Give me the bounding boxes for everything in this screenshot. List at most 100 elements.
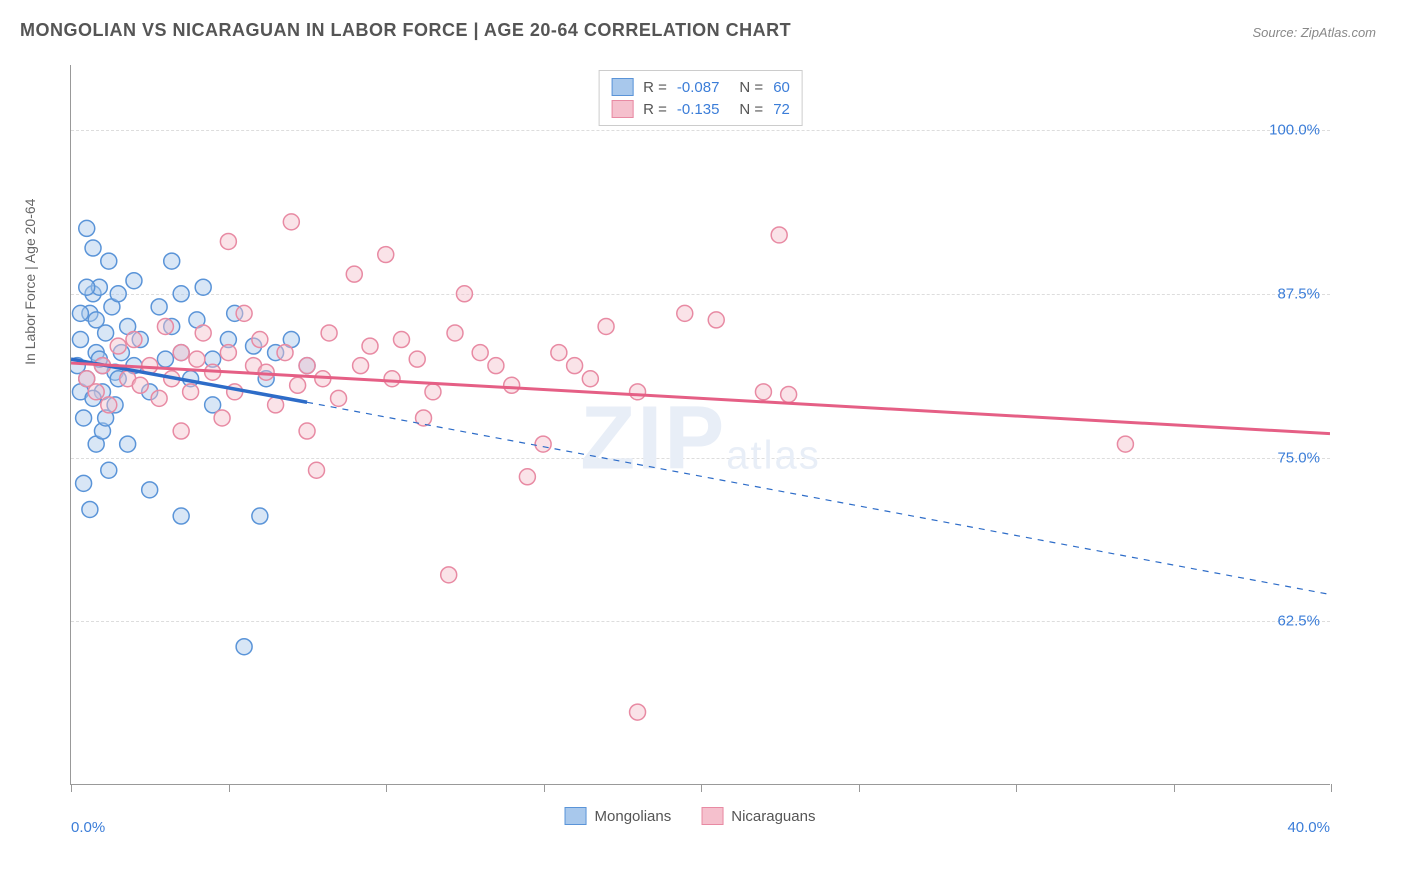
scatter-point bbox=[120, 436, 136, 452]
x-tick-label-min: 0.0% bbox=[71, 819, 105, 836]
scatter-point bbox=[630, 704, 646, 720]
scatter-point bbox=[1117, 436, 1133, 452]
scatter-point bbox=[214, 410, 230, 426]
scatter-point bbox=[535, 436, 551, 452]
scatter-point bbox=[110, 286, 126, 302]
scatter-point bbox=[157, 351, 173, 367]
scatter-point bbox=[85, 240, 101, 256]
legend-r-label: R = bbox=[643, 101, 667, 118]
scatter-point bbox=[195, 325, 211, 341]
x-tick bbox=[386, 784, 387, 792]
legend-bottom-label-nicaraguans: Nicaraguans bbox=[731, 808, 815, 825]
scatter-point bbox=[309, 462, 325, 478]
legend-n-value-nicaraguans: 72 bbox=[773, 101, 790, 118]
legend-r-value-nicaraguans: -0.135 bbox=[677, 101, 720, 118]
scatter-point bbox=[781, 386, 797, 402]
y-axis-title: In Labor Force | Age 20-64 bbox=[22, 199, 38, 365]
scatter-point bbox=[189, 351, 205, 367]
scatter-point bbox=[441, 567, 457, 583]
scatter-point bbox=[151, 390, 167, 406]
scatter-point bbox=[598, 318, 614, 334]
legend-row-mongolians: R = -0.087 N = 60 bbox=[611, 76, 790, 98]
scatter-point bbox=[472, 345, 488, 361]
scatter-point bbox=[72, 305, 88, 321]
scatter-point bbox=[488, 358, 504, 374]
scatter-point bbox=[110, 338, 126, 354]
scatter-point bbox=[331, 390, 347, 406]
trend-line-nicaraguans bbox=[71, 363, 1330, 434]
scatter-point bbox=[173, 345, 189, 361]
legend-bottom-nicaraguans: Nicaraguans bbox=[701, 807, 815, 825]
legend-bottom-swatch-mongolians bbox=[565, 807, 587, 825]
legend-n-label: N = bbox=[739, 101, 763, 118]
scatter-point bbox=[132, 377, 148, 393]
scatter-point bbox=[409, 351, 425, 367]
trend-line-mongolians-dashed bbox=[307, 402, 1330, 594]
scatter-point bbox=[101, 253, 117, 269]
legend-bottom-mongolians: Mongolians bbox=[565, 807, 672, 825]
legend-swatch-mongolians bbox=[611, 78, 633, 96]
legend-n-label: N = bbox=[739, 79, 763, 96]
scatter-point bbox=[393, 332, 409, 348]
x-tick bbox=[1016, 784, 1017, 792]
scatter-point bbox=[456, 286, 472, 302]
scatter-point bbox=[630, 384, 646, 400]
legend-n-value-mongolians: 60 bbox=[773, 79, 790, 96]
legend-bottom: Mongolians Nicaraguans bbox=[565, 807, 816, 825]
scatter-point bbox=[157, 318, 173, 334]
source-attribution: Source: ZipAtlas.com bbox=[1252, 25, 1376, 40]
scatter-point bbox=[173, 423, 189, 439]
scatter-point bbox=[677, 305, 693, 321]
scatter-point bbox=[299, 358, 315, 374]
scatter-point bbox=[236, 639, 252, 655]
x-tick bbox=[1174, 784, 1175, 792]
scatter-point bbox=[519, 469, 535, 485]
x-tick bbox=[859, 784, 860, 792]
x-tick bbox=[1331, 784, 1332, 792]
scatter-point bbox=[101, 397, 117, 413]
scatter-point bbox=[126, 273, 142, 289]
scatter-point bbox=[321, 325, 337, 341]
scatter-point bbox=[101, 462, 117, 478]
scatter-point bbox=[76, 410, 92, 426]
x-tick bbox=[229, 784, 230, 792]
scatter-point bbox=[425, 384, 441, 400]
scatter-point bbox=[72, 332, 88, 348]
scatter-point bbox=[252, 332, 268, 348]
legend-bottom-swatch-nicaraguans bbox=[701, 807, 723, 825]
scatter-point bbox=[283, 214, 299, 230]
legend-r-value-mongolians: -0.087 bbox=[677, 79, 720, 96]
scatter-point bbox=[79, 220, 95, 236]
x-tick bbox=[701, 784, 702, 792]
scatter-point bbox=[236, 305, 252, 321]
scatter-point bbox=[384, 371, 400, 387]
scatter-point bbox=[582, 371, 598, 387]
scatter-point bbox=[183, 384, 199, 400]
scatter-point bbox=[755, 384, 771, 400]
plot-area: ZIPatlas R = -0.087 N = 60 R = -0.135 N … bbox=[70, 65, 1330, 785]
legend-bottom-label-mongolians: Mongolians bbox=[595, 808, 672, 825]
scatter-point bbox=[164, 253, 180, 269]
legend-row-nicaraguans: R = -0.135 N = 72 bbox=[611, 98, 790, 120]
scatter-point bbox=[299, 423, 315, 439]
scatter-point bbox=[151, 299, 167, 315]
legend-correlation-box: R = -0.087 N = 60 R = -0.135 N = 72 bbox=[598, 70, 803, 126]
scatter-point bbox=[362, 338, 378, 354]
scatter-point bbox=[79, 279, 95, 295]
scatter-point bbox=[290, 377, 306, 393]
legend-r-label: R = bbox=[643, 79, 667, 96]
x-tick bbox=[544, 784, 545, 792]
x-tick-label-max: 40.0% bbox=[1287, 819, 1330, 836]
chart-title: MONGOLIAN VS NICARAGUAN IN LABOR FORCE |… bbox=[20, 20, 791, 41]
scatter-point bbox=[98, 325, 114, 341]
scatter-point bbox=[277, 345, 293, 361]
scatter-point bbox=[771, 227, 787, 243]
scatter-point bbox=[378, 247, 394, 263]
scatter-point bbox=[346, 266, 362, 282]
scatter-point bbox=[142, 482, 158, 498]
scatter-point bbox=[173, 286, 189, 302]
scatter-point bbox=[220, 233, 236, 249]
scatter-point bbox=[88, 384, 104, 400]
scatter-plot-svg bbox=[71, 65, 1330, 784]
scatter-point bbox=[220, 345, 236, 361]
